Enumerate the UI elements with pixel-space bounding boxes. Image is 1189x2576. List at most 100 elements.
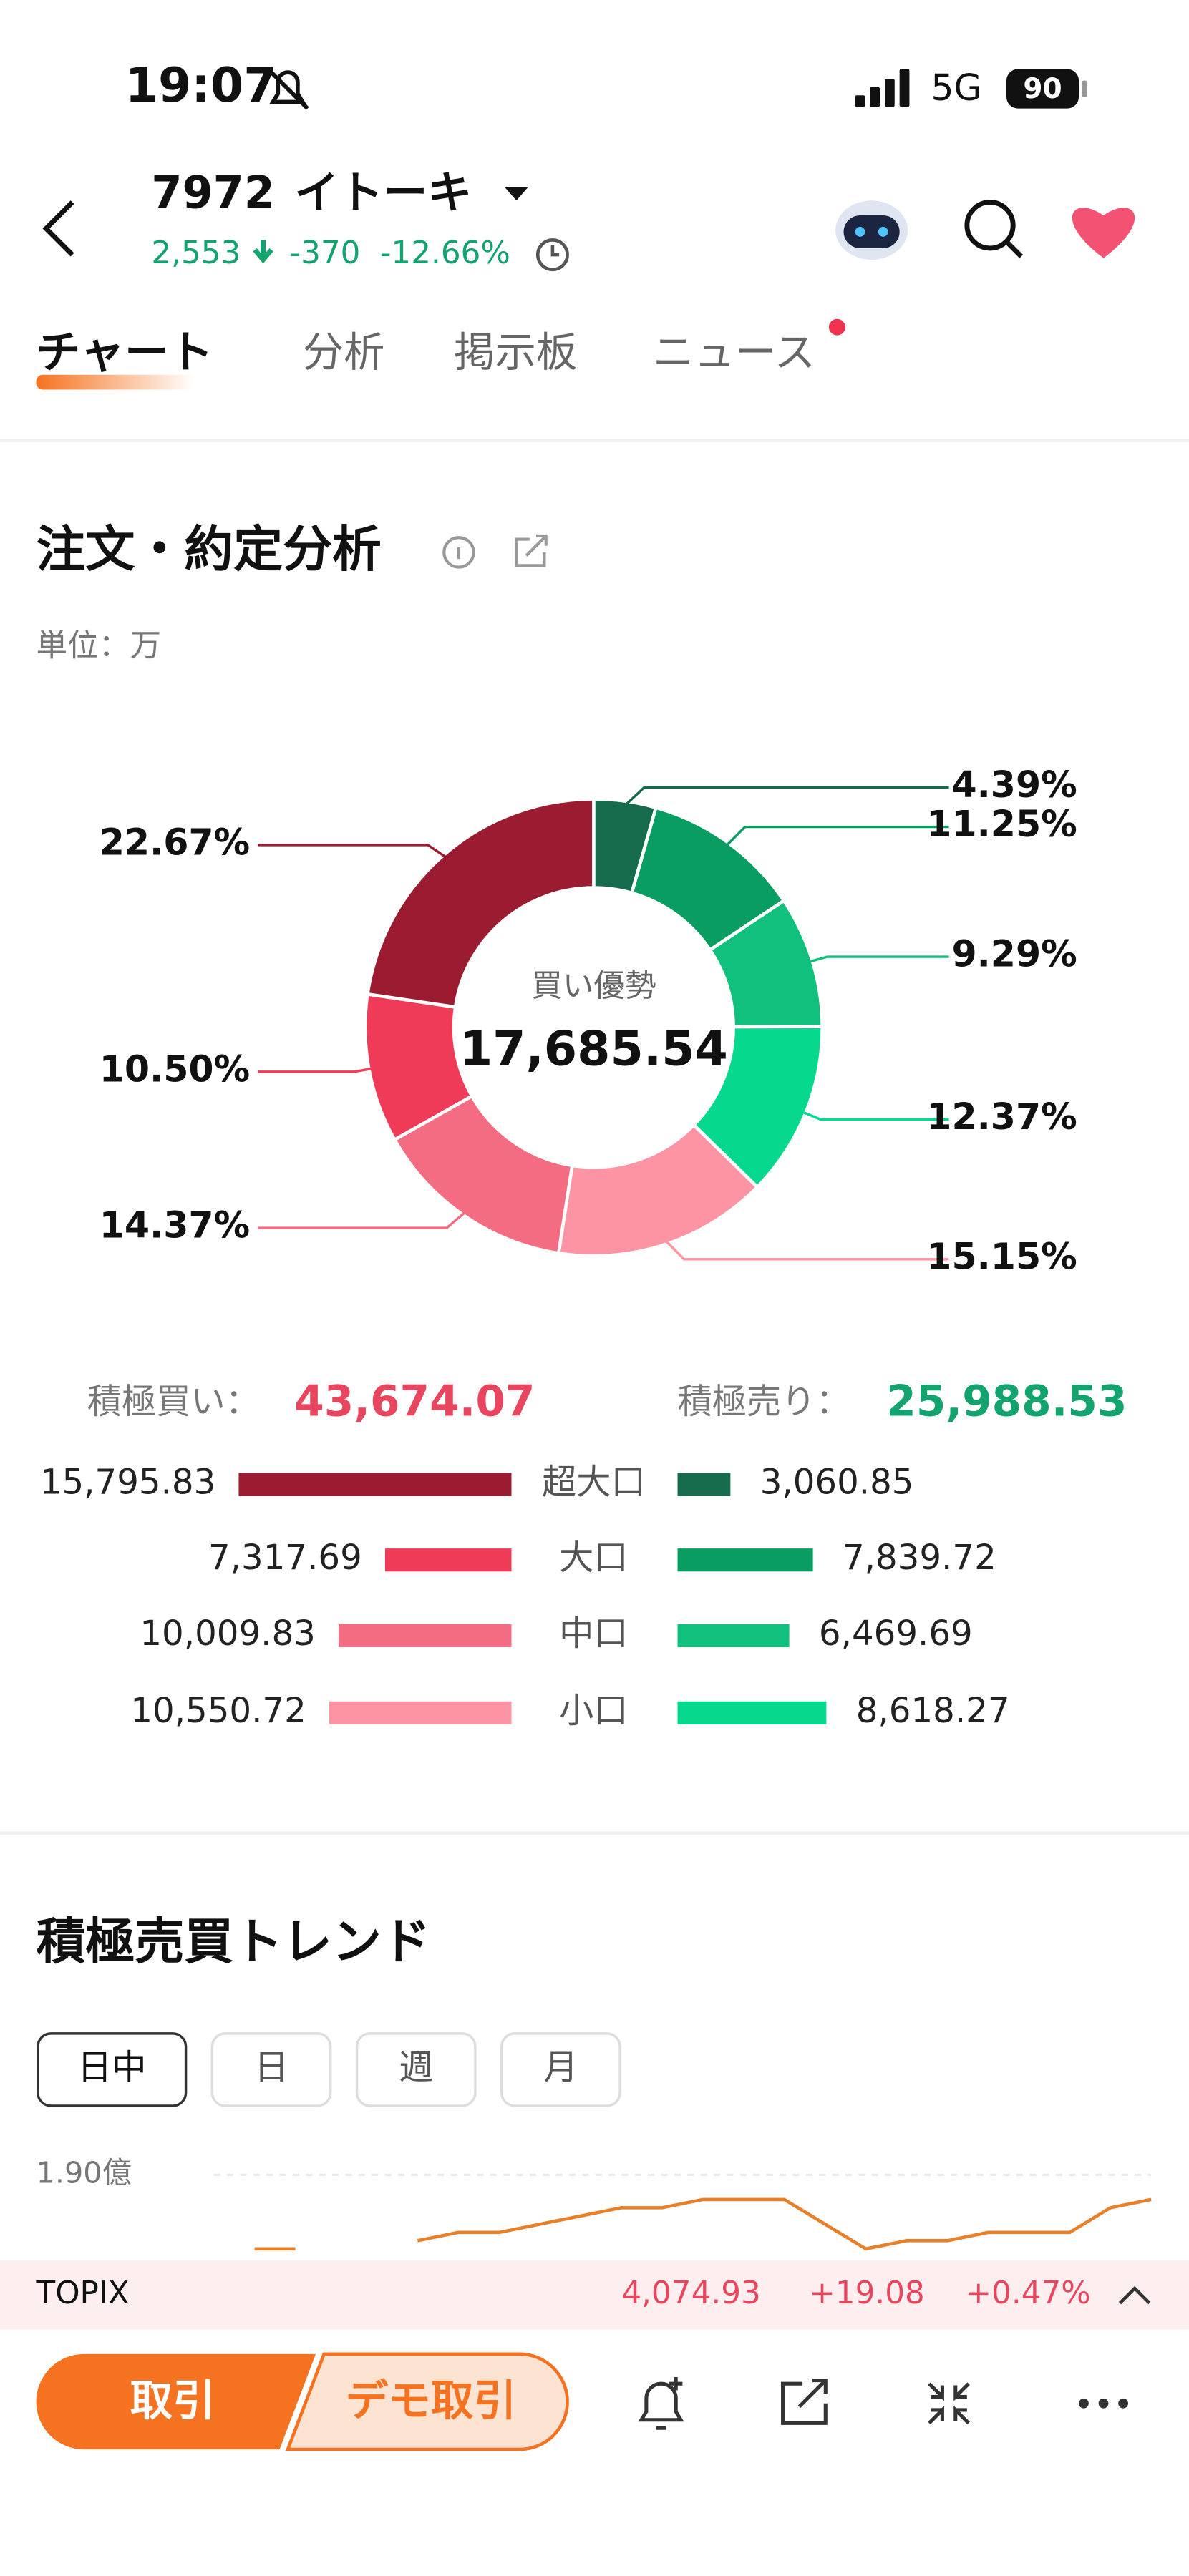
slice-label: 12.37%: [926, 1096, 1077, 1138]
status-time: 19:07: [125, 57, 277, 113]
ticker-change: +19.08: [809, 2275, 925, 2311]
price: 2,553: [151, 235, 241, 271]
buy-total: 43,674.07: [294, 1377, 535, 1427]
period-button-active[interactable]: [37, 2032, 188, 2107]
collapse-icon[interactable]: [928, 2382, 970, 2425]
section-title: 積極売買トレンド: [37, 1913, 431, 1971]
expand-icon[interactable]: [1118, 2285, 1151, 2305]
period-label[interactable]: 月: [543, 2047, 578, 2087]
slice-label: 22.67%: [100, 821, 250, 863]
buy-value: 7,317.69: [208, 1538, 362, 1578]
battery: [1006, 69, 1079, 109]
share-icon[interactable]: [515, 534, 548, 567]
slice-label: 15.15%: [926, 1235, 1077, 1277]
trend-line: [254, 2197, 1152, 2251]
leader-line: [623, 786, 949, 807]
sell-bar: [677, 1473, 731, 1496]
trade-label[interactable]: 取引: [130, 2376, 215, 2426]
charts: 4.39%11.25% 9.29% 12.37% 15.15% 14.37% 10.50%…: [37, 763, 1152, 2251]
demo-trade-label[interactable]: デモ取引: [345, 2376, 516, 2426]
sell-bar: [677, 1548, 813, 1572]
slice-label: 9.29%: [951, 933, 1077, 975]
leader-line: [258, 844, 449, 859]
divider: [0, 439, 1189, 443]
donut-segment: [556, 1122, 760, 1258]
buy-bar: [329, 1701, 512, 1724]
y-tick-label: 1.90億: [37, 2155, 132, 2190]
period-label[interactable]: 日: [254, 2047, 288, 2087]
period-label[interactable]: 週: [399, 2047, 433, 2087]
trade-button[interactable]: [36, 2353, 316, 2450]
info-icon[interactable]: [442, 536, 475, 569]
tab[interactable]: 掲示板: [454, 328, 577, 376]
ticker-price: 4,074.93: [621, 2275, 760, 2311]
center-value: 17,685.54: [460, 1020, 728, 1076]
leader-line: [724, 825, 949, 848]
share-button[interactable]: [781, 2379, 828, 2425]
signal-icon: [855, 69, 910, 107]
tab-indicator: [36, 374, 195, 390]
battery-cap: [1082, 80, 1087, 97]
period-label[interactable]: 日中: [77, 2047, 146, 2087]
back-button[interactable]: [42, 200, 74, 257]
robot-icon[interactable]: [835, 200, 908, 260]
alert-icon[interactable]: [638, 2377, 684, 2430]
leader-line: [800, 1110, 949, 1121]
sell-value: 6,469.69: [819, 1614, 973, 1654]
category-label: 中口: [559, 1614, 628, 1654]
dropdown-icon[interactable]: [505, 187, 528, 201]
category-label: 大口: [559, 1538, 628, 1578]
period-button[interactable]: [500, 2032, 621, 2107]
unit-label: 単位：万: [37, 628, 162, 664]
battery-level: 90: [1023, 73, 1062, 105]
network: 5G: [931, 67, 981, 109]
donut-segment: [365, 797, 596, 1010]
sell-value: 8,618.27: [856, 1691, 1010, 1731]
section-title: 注文・約定分析: [37, 521, 382, 578]
tab[interactable]: 分析: [303, 328, 385, 376]
leader-line: [663, 1239, 949, 1261]
news-badge: [828, 318, 845, 336]
sell-bar: [677, 1701, 827, 1724]
search-icon[interactable]: [964, 200, 1024, 258]
change: -370: [289, 235, 360, 271]
buy-label: 積極買い：: [87, 1382, 260, 1422]
sell-value: 7,839.72: [843, 1538, 996, 1578]
period-button[interactable]: [210, 2032, 332, 2107]
category-label: 小口: [559, 1691, 628, 1731]
ticker-bar[interactable]: [0, 2260, 1189, 2330]
period-button[interactable]: [355, 2032, 477, 2107]
down-arrow: [253, 240, 273, 264]
buy-bar: [238, 1473, 512, 1496]
center-label: 買い優勢: [531, 968, 656, 1005]
ticker-name: TOPIX: [36, 2275, 130, 2311]
demo-trade-button[interactable]: [285, 2352, 569, 2451]
slice-label: 14.37%: [100, 1204, 250, 1246]
more-icon[interactable]: [1079, 2398, 1128, 2409]
favorite-icon[interactable]: [1072, 208, 1135, 258]
leader-line: [258, 1067, 374, 1073]
tab[interactable]: ニュース: [653, 328, 815, 376]
stock-name[interactable]: イトーキ: [294, 166, 472, 218]
sell-label: 積極売り：: [678, 1382, 850, 1422]
ticker-change-pct: +0.47%: [966, 2275, 1091, 2311]
buy-bar: [339, 1624, 512, 1647]
slice-label: 4.39%: [951, 763, 1077, 806]
buy-value: 10,550.72: [130, 1691, 306, 1731]
leader-line: [807, 955, 949, 964]
divider: [0, 1831, 1189, 1835]
stock-code: 7972: [151, 166, 275, 218]
tab-active[interactable]: チャート: [37, 326, 213, 378]
category-label: 超大口: [542, 1463, 646, 1503]
change-pct: -12.66%: [380, 235, 510, 271]
sell-bar: [677, 1624, 790, 1647]
leader-line: [258, 1210, 467, 1229]
sell-total: 25,988.53: [886, 1377, 1127, 1427]
slice-label: 10.50%: [100, 1048, 250, 1090]
buy-value: 10,009.83: [140, 1614, 315, 1654]
sell-value: 3,060.85: [760, 1463, 914, 1503]
mute-icon: [266, 67, 309, 110]
buy-value: 15,795.83: [40, 1463, 215, 1503]
